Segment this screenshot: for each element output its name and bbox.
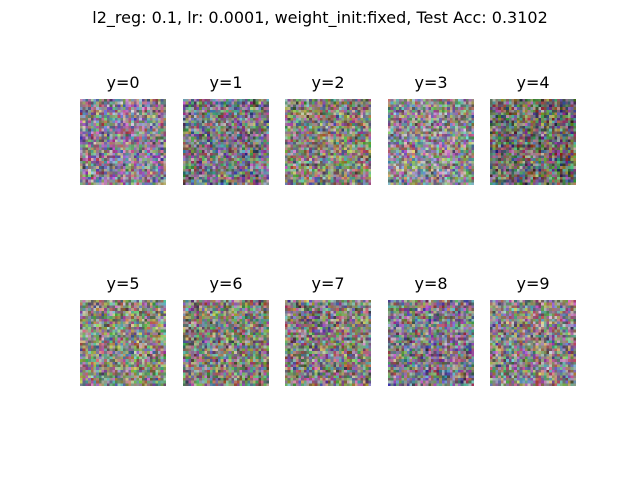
weight-image-panel	[285, 99, 371, 185]
panel-title: y=6	[209, 274, 243, 293]
panel-title: y=3	[414, 73, 448, 92]
weight-image	[285, 300, 371, 386]
panel-title: y=0	[106, 73, 140, 92]
weight-image	[490, 300, 576, 386]
weight-image	[183, 300, 269, 386]
weight-image	[80, 300, 166, 386]
panel-title: y=4	[516, 73, 550, 92]
panel-title: y=7	[311, 274, 345, 293]
weight-image-panel	[388, 99, 474, 185]
weight-image	[388, 99, 474, 185]
weight-image	[490, 99, 576, 185]
weight-image-panel	[80, 99, 166, 185]
panel-title: y=5	[106, 274, 140, 293]
weight-image-panel	[285, 300, 371, 386]
weight-image	[80, 99, 166, 185]
weight-image-panel	[388, 300, 474, 386]
weight-image	[183, 99, 269, 185]
panel-title: y=9	[516, 274, 550, 293]
weight-image	[285, 99, 371, 185]
weight-image-panel	[183, 99, 269, 185]
weight-image-panel	[80, 300, 166, 386]
figure-title: l2_reg: 0.1, lr: 0.0001, weight_init:fix…	[92, 8, 548, 27]
weight-image-panel	[490, 300, 576, 386]
panel-title: y=1	[209, 73, 243, 92]
weight-image	[388, 300, 474, 386]
weight-image-panel	[183, 300, 269, 386]
panel-title: y=2	[311, 73, 345, 92]
panel-title: y=8	[414, 274, 448, 293]
weight-image-panel	[490, 99, 576, 185]
